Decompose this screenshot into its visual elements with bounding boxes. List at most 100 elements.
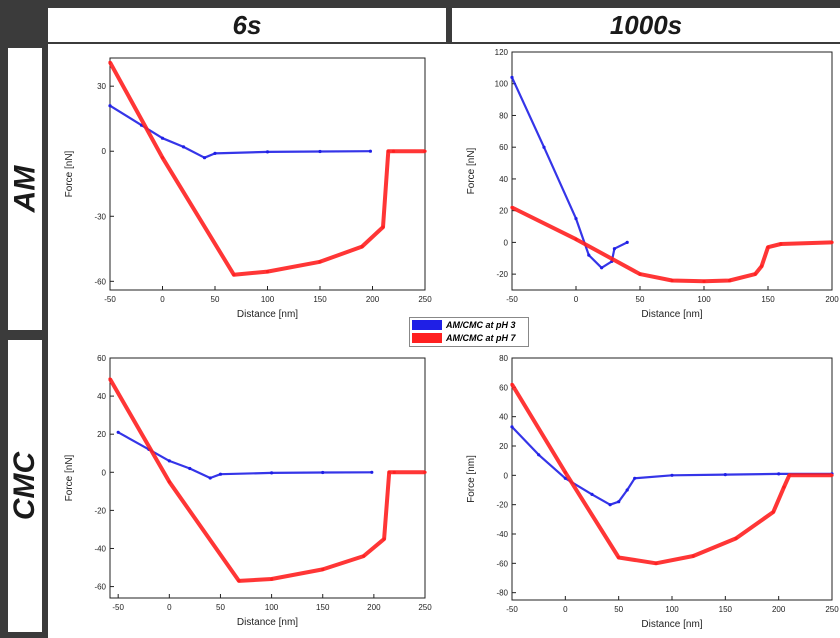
data-point-ph3 xyxy=(218,472,223,476)
row-header-am: AM xyxy=(8,48,42,330)
data-point-ph7 xyxy=(771,510,775,514)
plot-frame xyxy=(511,357,833,601)
y-tick-label: 60 xyxy=(499,143,508,152)
legend-swatch-ph3 xyxy=(412,319,442,330)
x-tick-label: 0 xyxy=(563,605,568,614)
y-tick-label: -20 xyxy=(94,506,106,515)
x-axis-label: Distance [nm] xyxy=(237,617,298,628)
x-tick-label: 50 xyxy=(614,605,623,614)
data-point-ph3 xyxy=(587,253,591,257)
data-point-ph7 xyxy=(318,260,322,264)
data-point-ph7 xyxy=(265,270,270,274)
data-point-ph7 xyxy=(108,377,112,381)
data-point-ph7 xyxy=(617,555,621,560)
y-tick-label: 120 xyxy=(495,48,509,57)
x-tick-label: 50 xyxy=(211,295,220,304)
legend-label-ph3: AM/CMC at pH 3 xyxy=(446,319,516,330)
data-point-ph3 xyxy=(213,151,217,155)
data-point-ph7 xyxy=(728,278,732,283)
x-tick-label: 150 xyxy=(316,603,330,612)
data-point-ph7 xyxy=(563,470,567,474)
x-tick-label: 0 xyxy=(167,603,172,612)
data-point-ph3 xyxy=(608,503,612,507)
x-tick-label: 50 xyxy=(636,295,645,304)
data-point-ph3 xyxy=(108,104,112,108)
data-point-ph7 xyxy=(787,473,791,477)
data-point-ph3 xyxy=(670,473,674,477)
data-point-ph7 xyxy=(830,240,834,244)
data-point-ph3 xyxy=(600,266,604,270)
data-point-ph3 xyxy=(188,466,192,471)
data-point-ph3 xyxy=(167,459,171,463)
x-tick-label: 100 xyxy=(697,295,711,304)
x-tick-label: 50 xyxy=(216,603,225,612)
y-tick-label: 80 xyxy=(499,111,508,120)
data-point-ph7 xyxy=(574,237,578,241)
x-tick-label: 200 xyxy=(367,603,381,612)
data-point-ph7 xyxy=(510,382,514,386)
series-line-ph7 xyxy=(108,378,425,583)
data-point-ph3 xyxy=(777,472,781,476)
data-point-ph7 xyxy=(392,470,396,474)
column-header-6s: 6s xyxy=(48,8,446,42)
y-tick-label: 40 xyxy=(499,175,508,184)
data-point-ph3 xyxy=(625,240,629,244)
data-point-ph3 xyxy=(265,150,270,154)
legend-label-ph7: AM/CMC at pH 7 xyxy=(446,332,516,343)
y-axis-label: Force [nN] xyxy=(64,454,75,501)
y-tick-label: 20 xyxy=(499,442,508,451)
data-point-ph3 xyxy=(270,471,274,475)
data-point-ph3 xyxy=(510,425,514,429)
data-point-ph7 xyxy=(638,272,642,276)
y-tick-label: 0 xyxy=(102,147,107,156)
data-point-ph7 xyxy=(386,149,390,153)
x-tick-label: 150 xyxy=(719,605,733,614)
x-tick-label: -50 xyxy=(104,295,116,304)
data-point-ph7 xyxy=(387,470,391,474)
data-point-ph7 xyxy=(270,577,274,581)
legend-item-ph3: AM/CMC at pH 3 xyxy=(410,318,528,331)
y-tick-label: 100 xyxy=(495,80,509,89)
data-point-ph7 xyxy=(753,272,757,276)
series-line-ph7 xyxy=(108,61,425,277)
data-point-ph3 xyxy=(537,453,541,457)
data-point-ph3 xyxy=(160,136,165,140)
x-tick-label: 0 xyxy=(160,295,165,304)
data-point-ph7 xyxy=(760,264,764,268)
y-tick-label: 0 xyxy=(102,468,107,477)
data-point-ph7 xyxy=(670,278,674,283)
data-point-ph3 xyxy=(542,145,546,149)
series-line-ph3 xyxy=(117,431,372,480)
data-point-ph7 xyxy=(654,561,658,565)
data-point-ph7 xyxy=(108,60,112,64)
y-tick-label: -20 xyxy=(496,501,508,510)
y-tick-label: -40 xyxy=(94,544,106,553)
plot-frame xyxy=(109,57,426,291)
y-tick-label: -60 xyxy=(496,559,508,568)
plot-frame xyxy=(109,357,426,599)
x-tick-label: 250 xyxy=(825,605,839,614)
x-tick-label: 150 xyxy=(761,295,775,304)
data-point-ph7 xyxy=(766,245,770,249)
y-tick-label: 40 xyxy=(499,413,508,422)
x-axis-label: Distance [nm] xyxy=(641,309,702,320)
x-tick-label: -50 xyxy=(506,295,518,304)
series-line-ph7 xyxy=(510,383,832,566)
y-tick-label: 20 xyxy=(499,207,508,216)
data-point-ph3 xyxy=(208,476,212,480)
data-point-ph7 xyxy=(702,279,706,283)
data-point-ph3 xyxy=(563,476,567,480)
x-tick-label: 150 xyxy=(313,295,327,304)
y-axis-label: Force [nN] xyxy=(64,150,75,197)
series-line-ph3 xyxy=(511,76,628,269)
data-point-ph7 xyxy=(391,149,396,153)
data-point-ph7 xyxy=(734,536,738,541)
x-tick-label: -50 xyxy=(112,603,124,612)
y-tick-label: 80 xyxy=(499,354,508,363)
data-point-ph7 xyxy=(782,485,786,489)
legend-swatch-ph7 xyxy=(412,332,442,343)
data-point-ph3 xyxy=(633,476,637,480)
data-point-ph7 xyxy=(779,242,783,246)
data-point-ph3 xyxy=(510,75,514,79)
